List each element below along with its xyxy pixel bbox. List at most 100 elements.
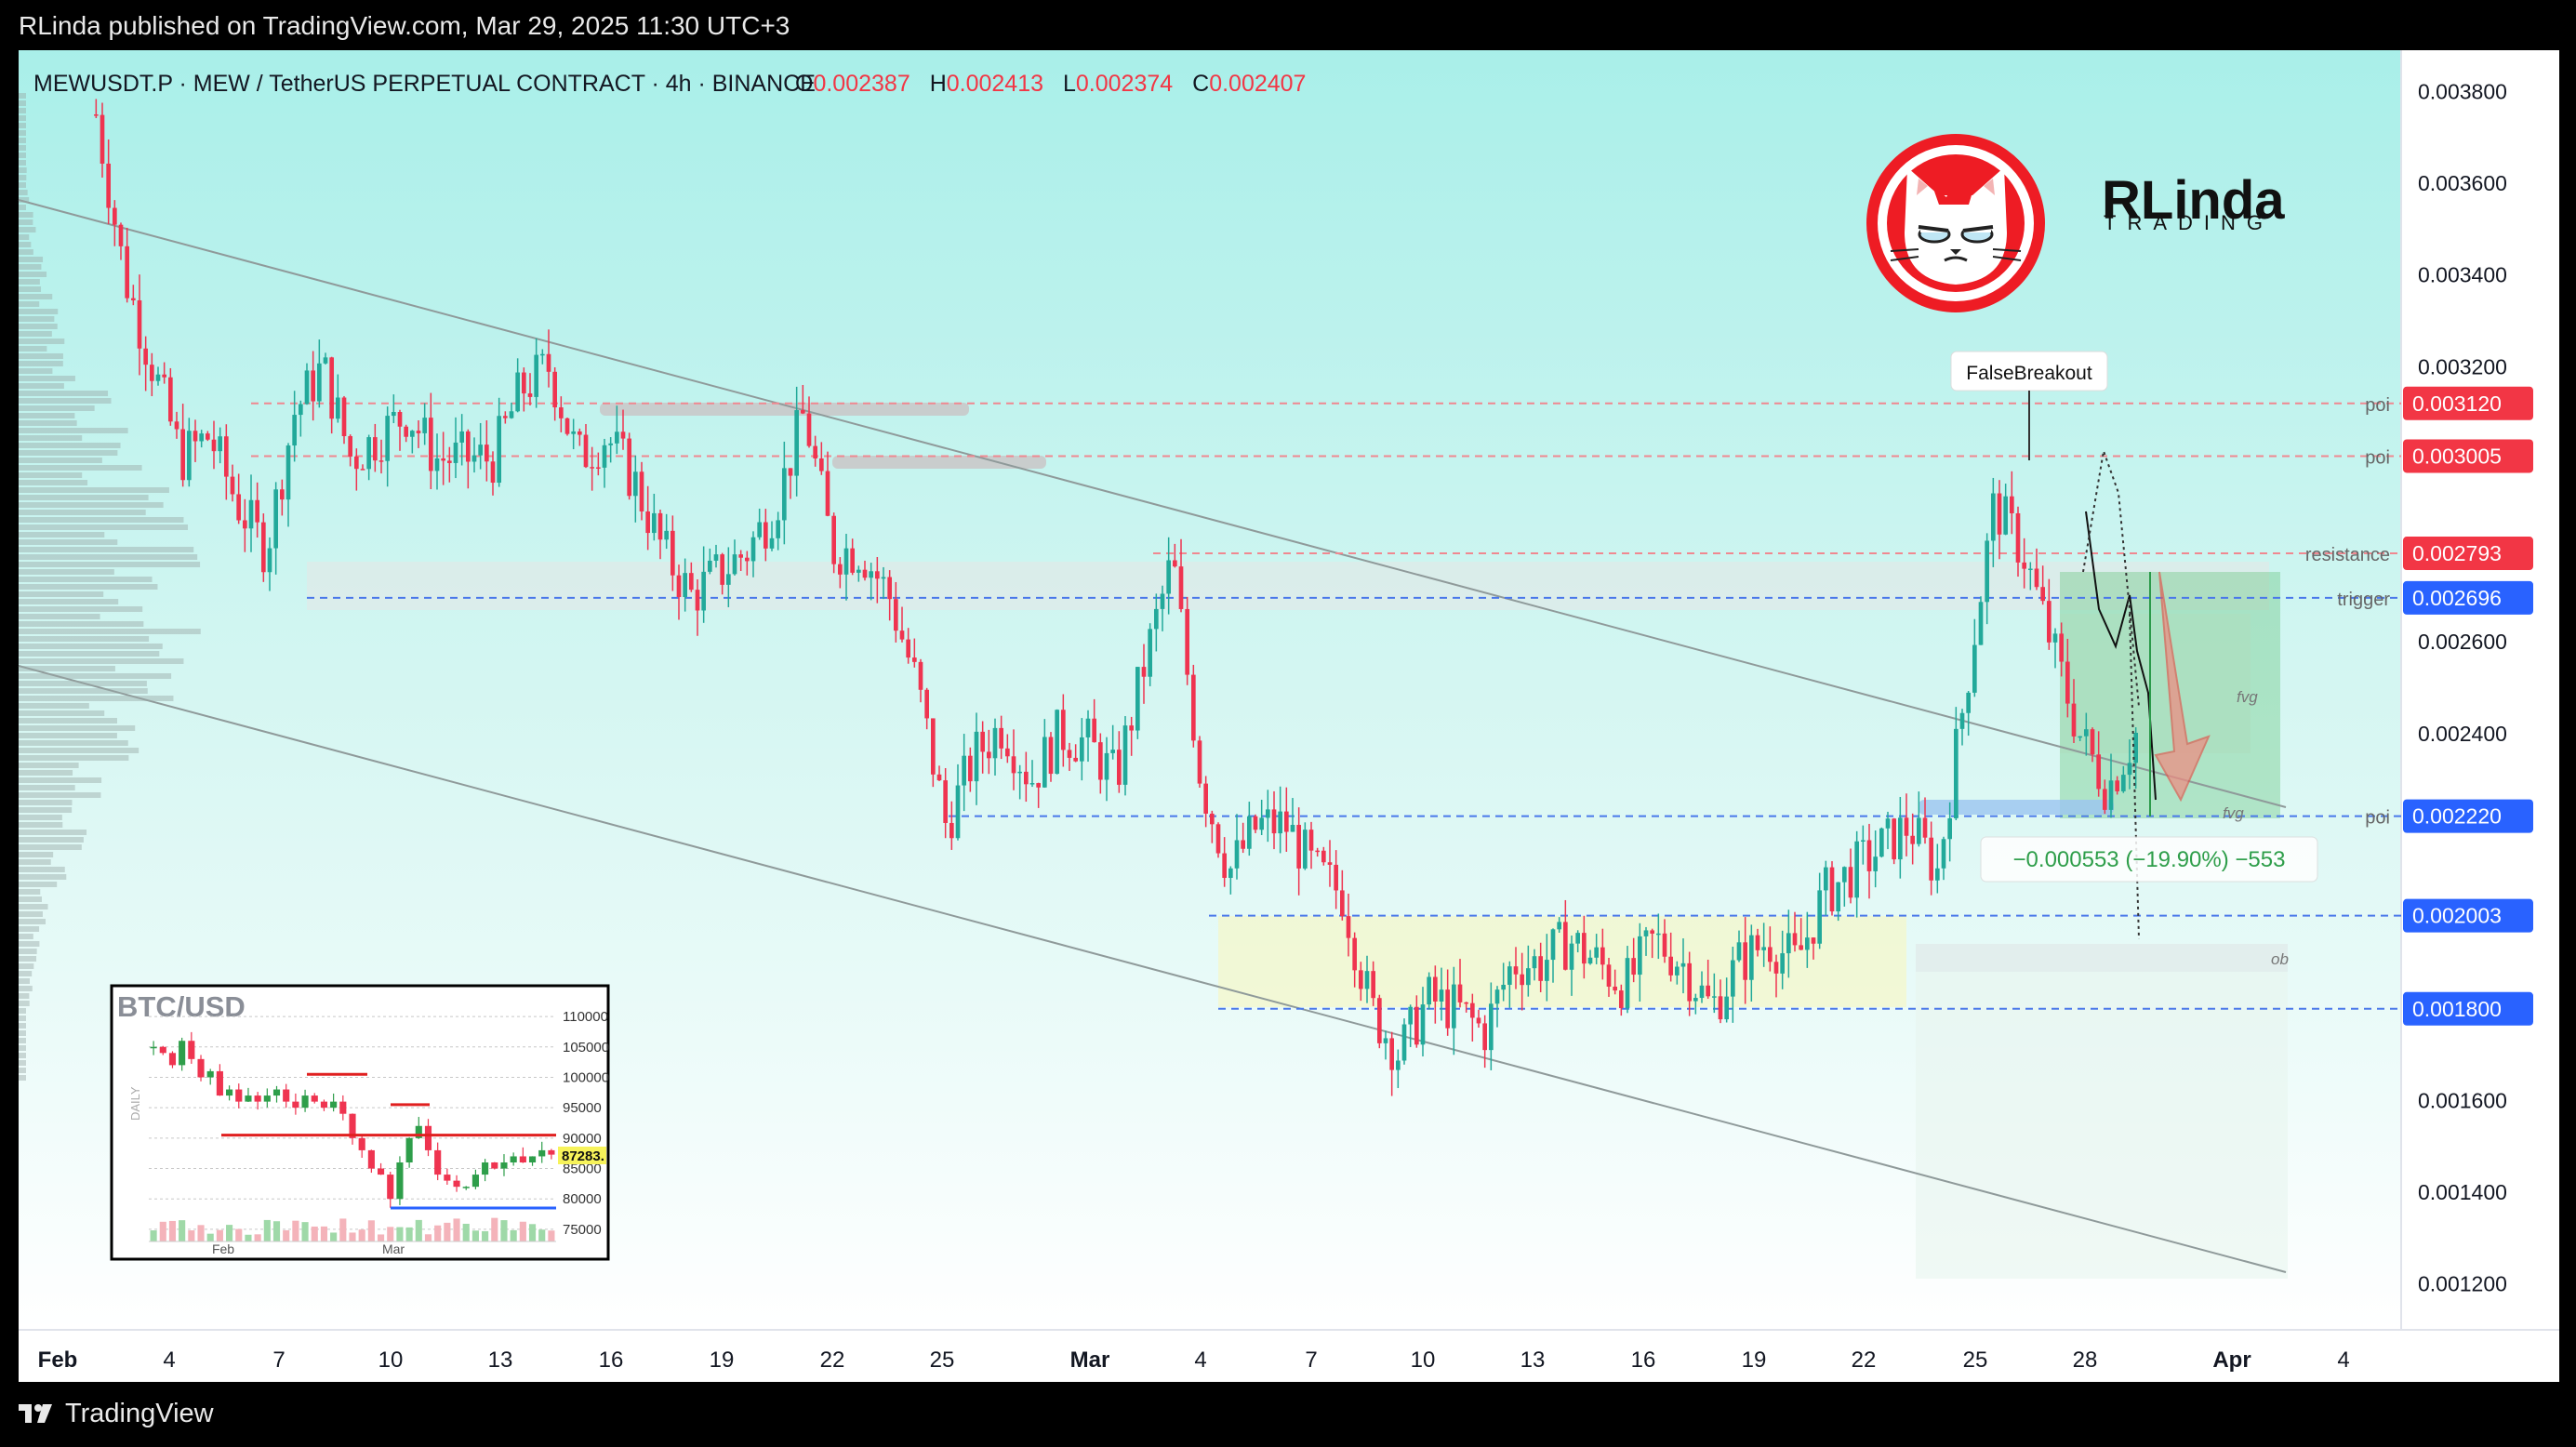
profile-bar: [19, 837, 84, 843]
candle-body: [1805, 937, 1810, 950]
candle-body: [1296, 825, 1301, 869]
candle-body: [1836, 882, 1840, 912]
time-axis-panel: [19, 1330, 2559, 1382]
time-tick: 7: [272, 1347, 285, 1373]
profile-bar: [19, 1045, 26, 1051]
candle-body: [162, 374, 166, 378]
profile-bar: [19, 108, 26, 113]
profile-bar: [19, 339, 65, 344]
svg-text:RLinda: RLinda: [2102, 170, 2285, 231]
candle-body: [1228, 868, 1233, 879]
profile-bar: [19, 554, 198, 560]
candle-body: [1080, 737, 1084, 762]
candle-body: [732, 554, 737, 575]
candle-body: [571, 431, 576, 434]
profile-bar: [19, 138, 26, 143]
profile-bar: [19, 993, 30, 999]
candle-body: [968, 755, 973, 782]
candle-body: [1308, 830, 1314, 851]
candle-body: [459, 431, 464, 443]
profile-bar: [19, 234, 30, 240]
price-tag-bg: [2403, 439, 2533, 473]
candle-body: [1638, 936, 1642, 976]
candle-body: [1197, 740, 1202, 784]
profile-bar: [19, 785, 75, 790]
profile-bar: [19, 205, 26, 210]
btc-inset-xtick: Feb: [212, 1241, 234, 1256]
candle-body: [143, 348, 148, 365]
candle-body: [224, 436, 229, 477]
candle-body: [936, 774, 942, 781]
candle-body: [564, 418, 570, 434]
profile-bar: [19, 1068, 26, 1073]
profile-bar: [19, 398, 112, 404]
candle-body: [1321, 850, 1326, 863]
candle-body: [1154, 608, 1159, 630]
btc-candle-body: [415, 1125, 422, 1138]
candle-body: [2078, 736, 2082, 738]
btc-volume-bar: [216, 1229, 223, 1241]
candle-body: [1036, 783, 1041, 788]
candle-body: [317, 363, 322, 402]
candle-body: [726, 574, 731, 585]
candle-body: [1892, 818, 1896, 860]
candle-body: [1340, 890, 1345, 917]
candle-body: [1520, 974, 1524, 986]
profile-bar: [19, 331, 52, 337]
profile-bar: [19, 279, 40, 285]
candle-body: [2028, 568, 2033, 570]
btc-candle-body: [330, 1101, 338, 1108]
profile-bar: [19, 495, 149, 500]
profile-bar: [19, 606, 143, 612]
btc-volume-bar: [206, 1233, 214, 1241]
profile-bar: [19, 584, 158, 590]
candle-body: [2022, 562, 2026, 569]
candle-body: [416, 431, 421, 433]
measure-text: −0.000553 (−19.90%) −553: [2013, 847, 2286, 872]
btc-candle-body: [206, 1070, 214, 1078]
candle-body: [1098, 742, 1103, 780]
btc-inset-tick: 105000: [563, 1040, 609, 1055]
candle-body: [155, 374, 161, 381]
time-tick: 16: [599, 1347, 624, 1373]
profile-bar: [19, 911, 43, 917]
btc-candle-body: [444, 1175, 451, 1181]
candle-body: [843, 548, 849, 575]
profile-bar: [19, 577, 153, 582]
profile-bar: [19, 376, 75, 381]
candle-body: [2084, 729, 2089, 737]
candle-body: [559, 407, 564, 418]
candle-body: [1122, 725, 1128, 785]
btc-inset-tick: 110000: [563, 1009, 608, 1025]
candle-body: [1731, 960, 1735, 997]
btc-volume-bar: [538, 1229, 546, 1241]
candle-body: [193, 431, 198, 442]
candle-body: [292, 415, 297, 446]
candle-body: [633, 471, 638, 497]
candle-body: [1736, 942, 1742, 961]
candle-body: [590, 467, 594, 469]
candle-body: [1619, 990, 1624, 1009]
candle-body: [813, 445, 817, 459]
btc-volume-bar: [453, 1218, 460, 1241]
profile-bar: [19, 286, 42, 292]
profile-bar: [19, 472, 83, 478]
candle-body: [131, 298, 136, 300]
candle-body: [150, 365, 154, 381]
tradingview-brand[interactable]: TradingView: [19, 1399, 214, 1429]
btc-inset-price-tag: 87283.: [562, 1148, 604, 1164]
profile-bar: [19, 1001, 30, 1006]
candle-body: [248, 499, 254, 529]
candle-body: [1631, 958, 1636, 976]
candle-body: [1991, 493, 1996, 541]
profile-bar: [19, 949, 37, 954]
price-tick: 0.003600: [2418, 171, 2507, 195]
price-axis: 0.003800 0.003600 0.003400 0.003200 0.002600…: [2418, 79, 2507, 1295]
btc-volume-bar: [548, 1230, 555, 1241]
profile-bar: [19, 800, 73, 805]
candle-body: [657, 512, 663, 540]
profile-bar: [19, 718, 118, 724]
profile-bar: [19, 405, 95, 411]
candle-body: [1687, 962, 1692, 1002]
